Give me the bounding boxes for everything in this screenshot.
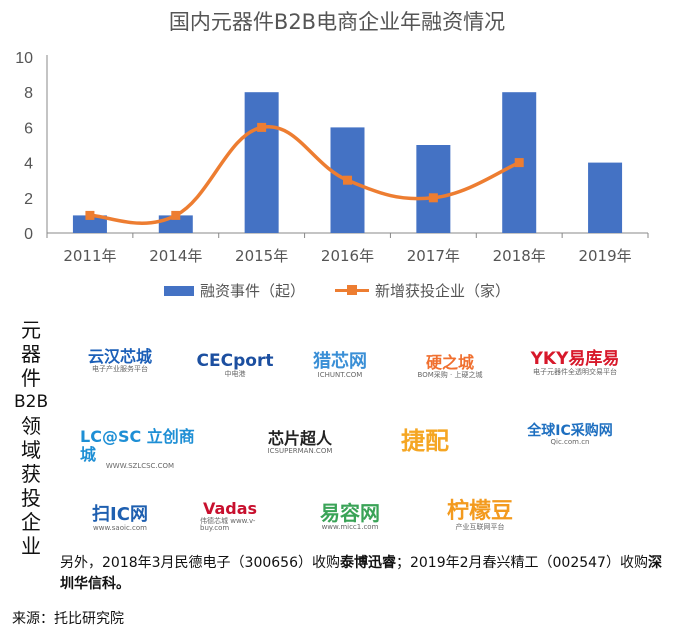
logo-text: 扫IC网 (92, 504, 148, 525)
legend-item-line: 新增获投企业（家） (335, 280, 510, 301)
acquisition-note: 另外，2018年3月民德电子（300656）收购泰博迅睿；2019年2月春兴精工… (60, 553, 670, 595)
line-series (89, 124, 520, 225)
logo-10: Vadas 伟德芯城 www.v-buy.com (200, 500, 260, 533)
legend-label: 融资事件（起） (199, 282, 305, 300)
y-tick-label: 8 (24, 85, 33, 102)
line-marker (257, 122, 267, 132)
logo-subtext: 中电港 (224, 369, 246, 378)
logo-9: 扫IC网 www.saoic.com (80, 505, 160, 532)
side-char: 企 (21, 510, 41, 534)
side-char: 投 (21, 486, 41, 510)
x-tick-label: 2016年 (321, 247, 374, 265)
note-bold: 深圳华信科。 (60, 555, 662, 592)
y-tick-label: 6 (24, 120, 33, 137)
x-tick-label: 2017年 (407, 247, 460, 265)
logo-text: 全球IC采购网 (527, 423, 613, 439)
logo-text: 易容网 (320, 501, 380, 525)
side-char: 件 (21, 366, 41, 390)
logo-text: 云汉芯城 (87, 347, 152, 366)
logo-text: 芯片超人 (267, 429, 332, 448)
chart-title: 国内元器件B2B电商企业年融资情况 (168, 10, 506, 34)
side-char: B2B (14, 392, 49, 412)
logo-subtext: 产业互联网平台 (455, 523, 505, 532)
logo-subtext: 伟德芯城 www.v-buy.com (200, 516, 256, 533)
logo-text: CECport (196, 351, 274, 371)
side-label: 元 器 件 B2B 领 域 获 投 企 业 (14, 318, 48, 558)
logo-2: 猎芯网 ICHUNT.COM (300, 352, 380, 379)
logo-text: Vadas (202, 499, 258, 518)
line-marker (514, 158, 524, 168)
x-tick-label: 2018年 (493, 247, 546, 265)
logo-3: 硬之城 BOM采购 · 上硬之城 (410, 354, 490, 379)
x-tick-label: 2011年 (63, 247, 116, 265)
legend-swatch-line (335, 285, 369, 295)
side-char: 领 (21, 414, 41, 438)
logo-4: YKY易库易 电子元器件全透明交易平台 (520, 350, 630, 376)
logo-subtext: ICSUPERMAN.COM (267, 446, 333, 455)
logo-text: LC@SC 立创商城 (80, 427, 195, 464)
legend-label: 新增获投企业（家） (375, 282, 511, 300)
line-marker (428, 193, 438, 203)
side-char: 获 (21, 462, 41, 486)
side-char: 元 (21, 318, 41, 342)
bar (588, 162, 623, 233)
logo-text: YKY易库易 (530, 349, 620, 369)
side-char: 域 (21, 438, 41, 462)
y-tick-label: 2 (24, 191, 33, 208)
bar (416, 145, 451, 233)
logo-subtext: 电子元器件全透明交易平台 (533, 367, 617, 376)
logo-subtext: ICHUNT.COM (317, 370, 363, 379)
logo-0: 云汉芯城 电子产业服务平台 (80, 348, 160, 373)
source-text: 来源：托比研究院 (12, 611, 124, 627)
bar (72, 215, 107, 233)
logo-1: CECport 中电港 (190, 352, 280, 378)
logo-12: 柠檬豆 产业互联网平台 (435, 499, 525, 532)
x-tick-label: 2014年 (149, 247, 202, 265)
line-marker (85, 210, 95, 220)
x-tick-label: 2015年 (235, 247, 288, 265)
logo-subtext: www.saoic.com (93, 523, 147, 532)
logo-text: 柠檬豆 (446, 499, 513, 524)
chart-legend: 融资事件（起） 新增获投企业（家） (0, 280, 674, 301)
y-tick-label: 10 (15, 50, 33, 67)
logo-subtext: BOM采购 · 上硬之城 (417, 370, 483, 379)
logo-subtext: www.micc1.com (321, 523, 379, 531)
legend-item-bar: 融资事件（起） (163, 280, 305, 301)
logo-7: 捷配 (395, 427, 455, 455)
logo-6: 芯片超人 ICSUPERMAN.COM (245, 430, 355, 455)
logo-subtext: Qic.com.cn (550, 438, 590, 447)
note-text: 另外，2018年3月民德电子（300656）收购 (60, 555, 340, 571)
note-text: ；2019年2月春兴精工（002547）收购 (395, 555, 648, 571)
y-tick-label: 4 (24, 156, 33, 173)
bar-line-chart: 0 2 4 6 8 10 2011年 2014年 2015年 2016年 2017年 2018年 201… (15, 50, 649, 265)
logo-text: 硬之城 (425, 353, 474, 372)
bar (244, 92, 279, 233)
logo-text: 捷配 (401, 427, 449, 455)
logo-subtext: WWW.SZLCSC.COM (105, 462, 175, 471)
note-bold: 泰博迅睿 (339, 555, 396, 571)
logo-subtext: 电子产业服务平台 (92, 364, 148, 373)
logo-11: 易容网 www.micc1.com (300, 502, 400, 532)
legend-swatch-bar (163, 285, 194, 296)
side-char: 业 (21, 534, 41, 558)
logo-text: 猎芯网 (313, 351, 367, 372)
y-tick-label: 0 (24, 226, 33, 243)
logo-5: LC@SC 立创商城 WWW.SZLCSC.COM (80, 428, 200, 471)
line-marker (343, 175, 352, 185)
side-char: 器 (21, 342, 41, 366)
line-marker (171, 210, 181, 220)
logo-8: 全球IC采购网 Qic.com.cn (515, 423, 625, 447)
x-tick-label: 2019年 (578, 247, 631, 265)
